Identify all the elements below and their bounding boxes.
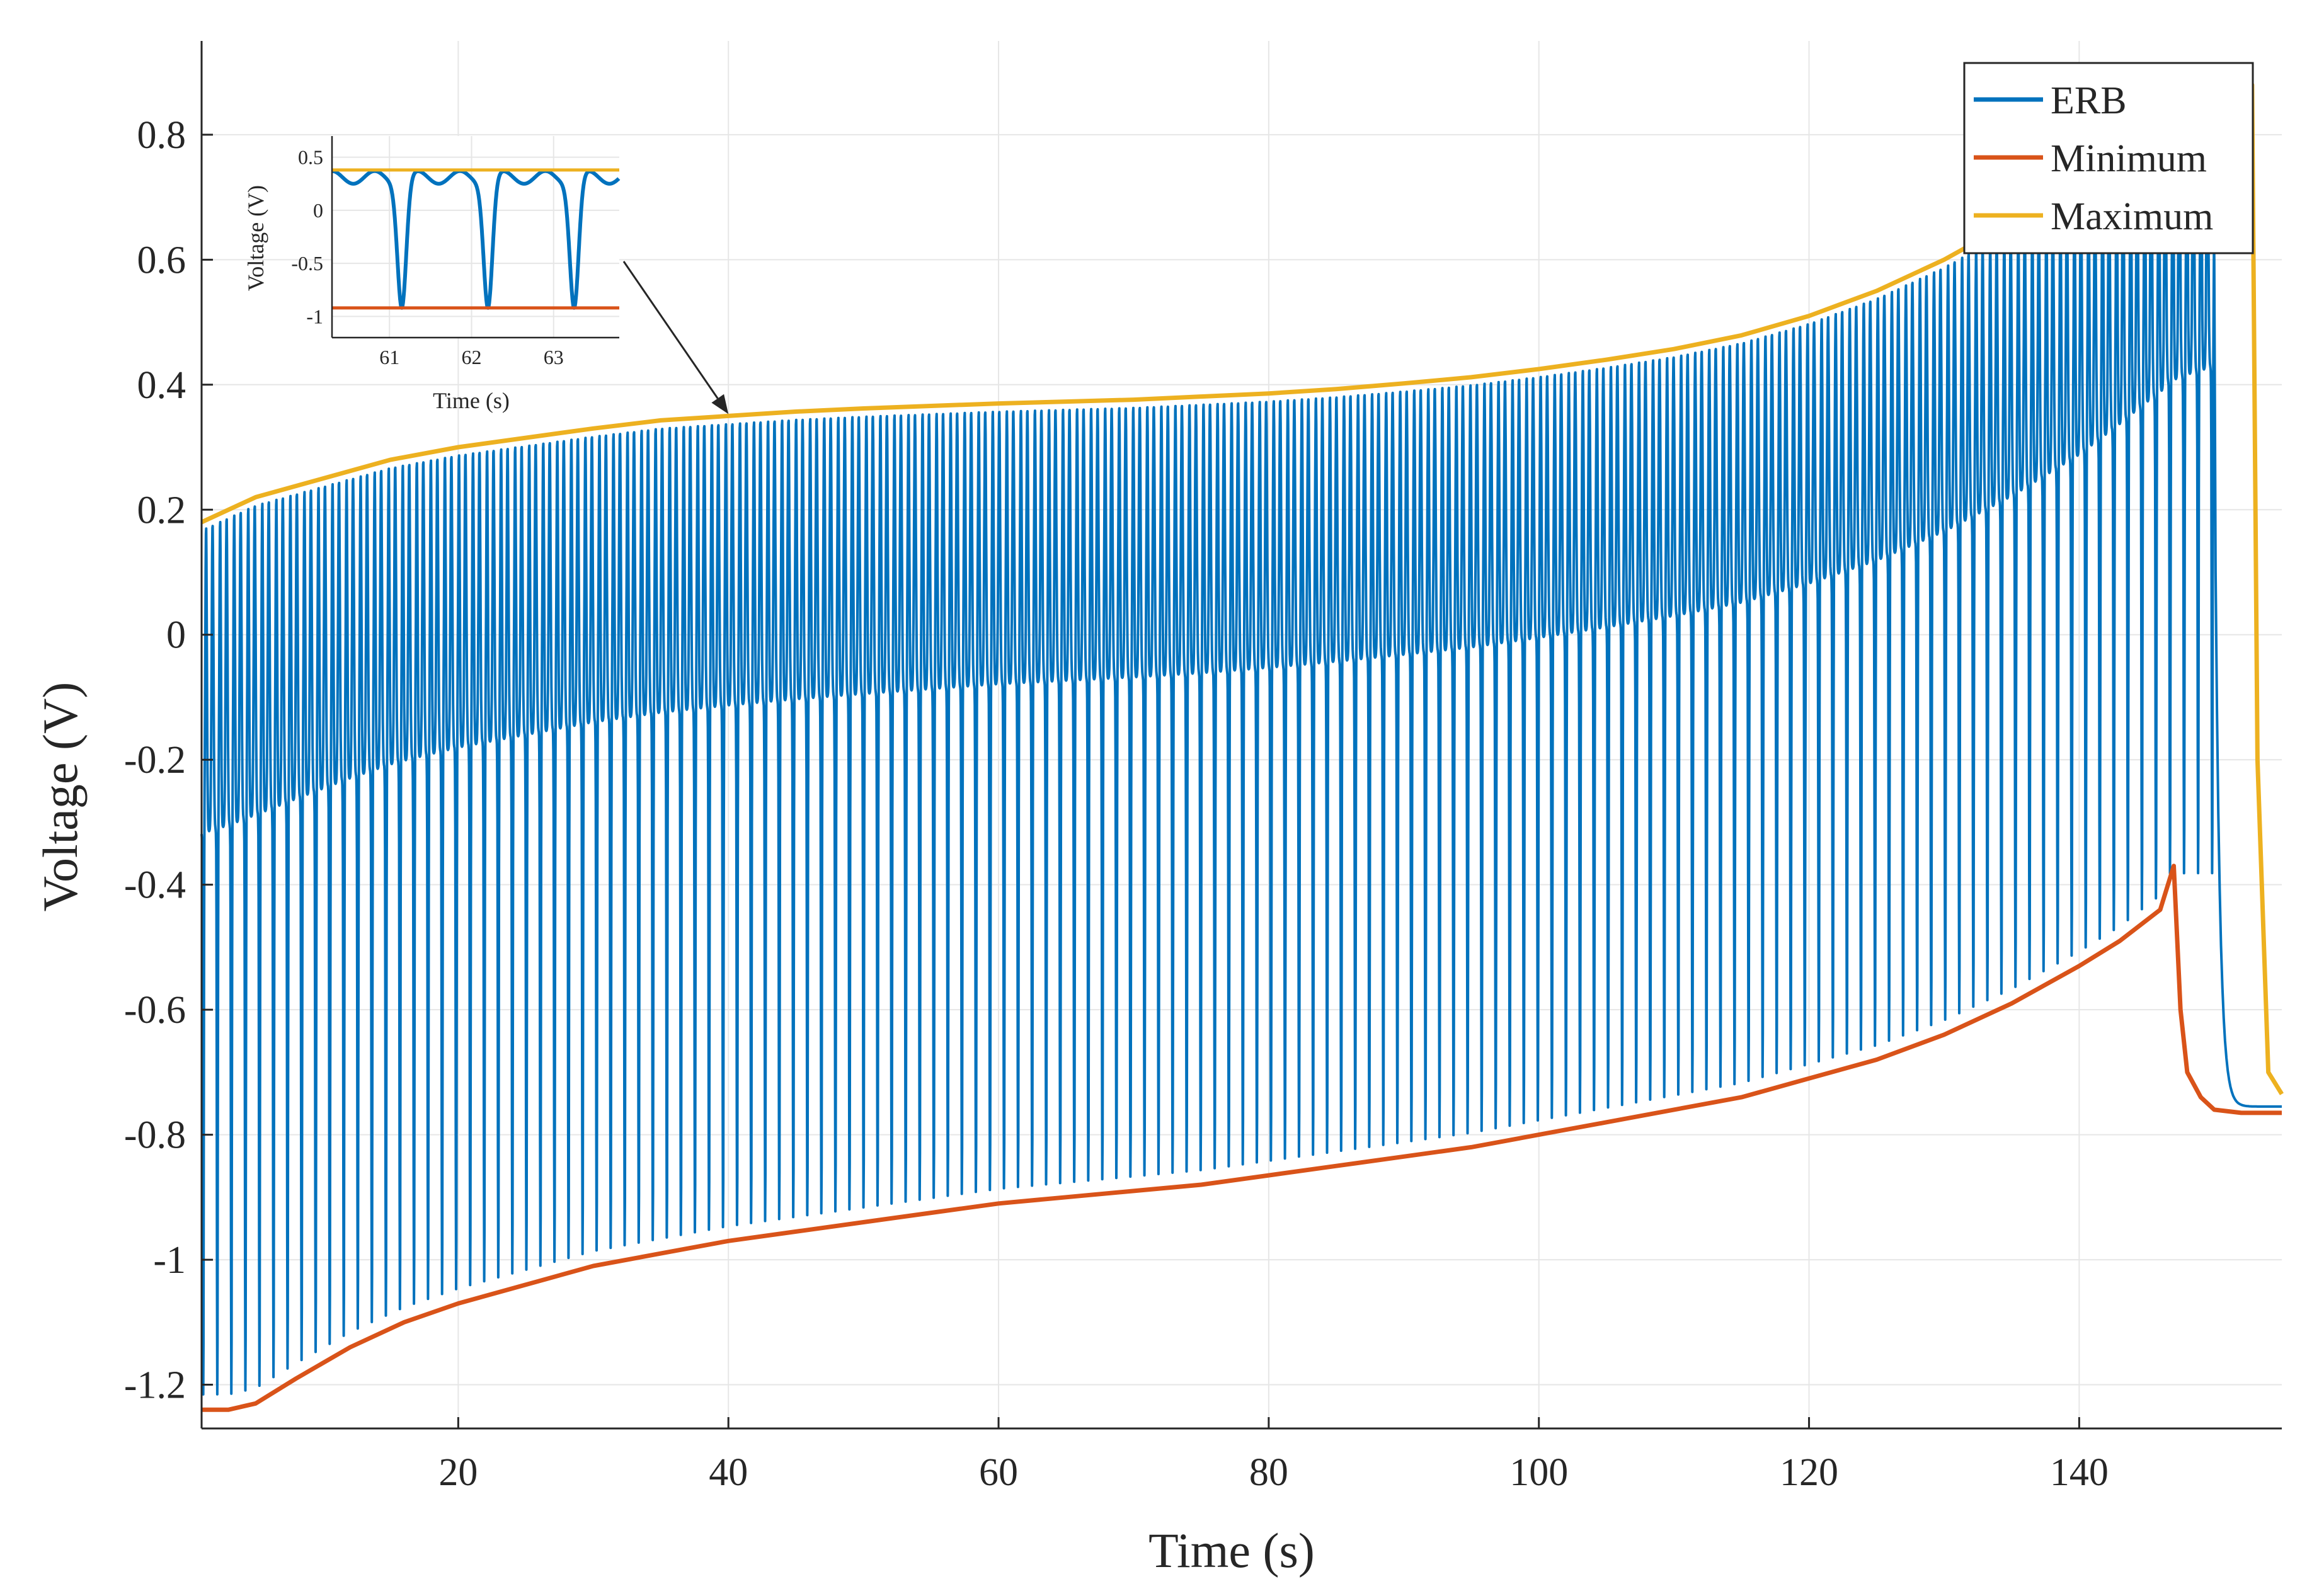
y-tick-label: -1: [153, 1239, 186, 1282]
inset-y-title: Voltage (V): [243, 185, 268, 291]
inset-x-tick-label: 62: [461, 346, 481, 368]
series-minimum-line: [202, 864, 2282, 1412]
inset-series: [330, 168, 621, 310]
y-tick-label: 0.6: [137, 239, 186, 282]
legend-label-maximum: Maximum: [2051, 195, 2213, 238]
y-tick-label: 0.8: [137, 114, 186, 157]
y-tick-label: 0: [166, 614, 186, 657]
inset-y-tick-label: 0.5: [298, 146, 323, 169]
inset-axes: [331, 136, 619, 339]
inset-arrow: [622, 261, 729, 414]
tick-labels: 20 40 60 80 100 120 140 0.8 0.6 0.4 0.2 0 -0.2 -0.4 -0…: [124, 114, 2109, 1494]
x-tick-label: 100: [1509, 1451, 1568, 1494]
y-tick-label: -1.2: [124, 1364, 186, 1407]
inset-arrow-line: [622, 261, 719, 399]
inset-arrow-head: [711, 394, 729, 414]
x-tick-label: 80: [1249, 1451, 1288, 1494]
axes: [200, 41, 2282, 1430]
x-axis-title: Time (s): [1148, 1523, 1315, 1578]
y-tick-label: -0.8: [124, 1114, 186, 1157]
legend: ERB Minimum Maximum: [1963, 62, 2254, 254]
series-erb-line: [200, 95, 2282, 1396]
inset-y-tick-label: -0.5: [291, 252, 323, 275]
y-tick-label: -0.4: [124, 864, 186, 907]
x-tick-label: 60: [979, 1451, 1018, 1494]
inset-y-tick-label: -1: [306, 305, 323, 328]
inset-y-tick-label: 0: [313, 199, 323, 222]
inset-x-tick-label: 61: [379, 346, 399, 368]
y-tick-label: -0.6: [124, 989, 186, 1032]
legend-label-minimum: Minimum: [2051, 137, 2207, 180]
inset-tick-labels: 61 62 63 0.5 0 -0.5 -1: [291, 146, 563, 368]
x-tick-label: 140: [2050, 1451, 2109, 1494]
x-tick-label: 40: [709, 1451, 748, 1494]
legend-label-erb: ERB: [2051, 79, 2127, 122]
x-tick-label: 120: [1780, 1451, 1838, 1494]
y-tick-label: 0.4: [137, 364, 186, 407]
inset-x-tick-label: 63: [544, 346, 564, 368]
y-axis-title: Voltage (V): [33, 682, 88, 912]
y-tick-label: 0.2: [137, 489, 186, 532]
inset-series-erb: [330, 169, 621, 310]
y-tick-label: -0.2: [124, 739, 186, 782]
x-tick-label: 20: [438, 1451, 478, 1494]
inset-x-title: Time (s): [433, 388, 510, 413]
inset-plot: 61 62 63 0.5 0 -0.5 -1 Time (s) Voltage (V): [243, 136, 621, 413]
